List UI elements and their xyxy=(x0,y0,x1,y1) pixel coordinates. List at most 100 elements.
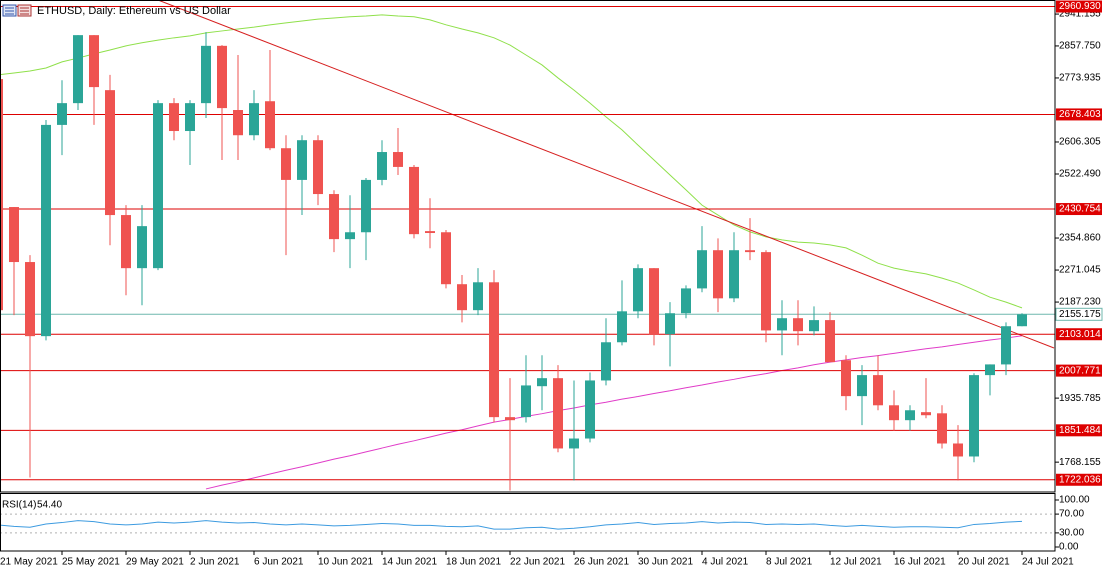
candle-body xyxy=(1001,326,1011,365)
candle-body xyxy=(9,207,19,263)
rsi-y-tick-label: 100.00 xyxy=(1059,495,1090,506)
moving-average xyxy=(205,335,1023,490)
x-tick-label: 18 Jun 2021 xyxy=(446,557,501,568)
candle-body xyxy=(0,79,3,311)
x-tick-label: 8 Jul 2021 xyxy=(766,557,813,568)
candle-body xyxy=(857,375,867,397)
x-tick-label: 25 May 2021 xyxy=(62,557,120,568)
rsi-title: RSI(14) xyxy=(2,500,36,511)
candle-body xyxy=(889,405,899,421)
rsi-y-tick-label: 0.00 xyxy=(1059,542,1079,553)
candle-body xyxy=(393,152,403,167)
level-label-box xyxy=(1056,328,1102,341)
candle-body xyxy=(745,250,755,253)
candle-body xyxy=(569,438,579,449)
candle-body xyxy=(489,282,499,418)
y-tick-label: 2522.490 xyxy=(1059,169,1101,180)
y-tick-label: 2187.230 xyxy=(1059,297,1101,308)
y-tick-label: 2271.045 xyxy=(1059,265,1101,276)
y-tick-label: 2354.860 xyxy=(1059,233,1101,244)
candle-body xyxy=(809,320,819,332)
candle-body xyxy=(937,413,947,444)
candle-body xyxy=(57,103,67,125)
candle-body xyxy=(873,375,883,406)
trendline xyxy=(157,0,1055,349)
x-tick-label: 24 Jul 2021 xyxy=(1022,557,1074,568)
level-label-box xyxy=(1056,0,1102,13)
candle-body xyxy=(441,232,451,285)
candle-body xyxy=(585,380,595,439)
level-label: 2103.014 xyxy=(1059,329,1101,340)
candle-body xyxy=(41,124,51,337)
level-label-box xyxy=(1056,424,1102,437)
candle-body xyxy=(265,101,275,149)
level-label-box xyxy=(1056,364,1102,377)
level-label: 1722.036 xyxy=(1059,474,1101,485)
level-label: 2678.403 xyxy=(1059,109,1101,120)
candle-body xyxy=(457,284,467,311)
candle-body xyxy=(841,360,851,397)
x-tick-label: 6 Jun 2021 xyxy=(254,557,304,568)
candle-body xyxy=(345,232,355,240)
y-tick-label: 2606.305 xyxy=(1059,137,1101,148)
candle-body xyxy=(921,412,931,416)
candle-body xyxy=(409,166,419,235)
level-label: 2007.771 xyxy=(1059,365,1101,376)
candle-body xyxy=(377,152,387,180)
candle-body xyxy=(201,45,211,104)
candle-body xyxy=(137,226,147,269)
candle-body xyxy=(825,320,835,363)
candle-body xyxy=(633,268,643,312)
y-tick-label: 2941.155 xyxy=(1059,9,1101,20)
candle-body xyxy=(553,378,563,449)
rsi-y-tick-label: 30.00 xyxy=(1059,528,1084,539)
x-tick-label: 21 May 2021 xyxy=(0,557,58,568)
candle-body xyxy=(985,364,995,376)
candle-body xyxy=(969,375,979,457)
candle-body xyxy=(681,288,691,314)
candle-body xyxy=(697,250,707,289)
candle-body xyxy=(953,443,963,457)
candle-body xyxy=(73,35,83,104)
candle-body xyxy=(121,215,131,269)
x-tick-label: 20 Jul 2021 xyxy=(958,557,1010,568)
x-tick-label: 2 Jun 2021 xyxy=(190,557,240,568)
x-tick-label: 26 Jun 2021 xyxy=(574,557,629,568)
y-tick-label: 1768.155 xyxy=(1059,457,1101,468)
level-label: 2960.930 xyxy=(1059,1,1101,12)
rsi-area xyxy=(0,513,1055,534)
level-label: 2430.754 xyxy=(1059,204,1101,215)
last-price-box xyxy=(1055,307,1103,321)
candle-body xyxy=(729,250,739,299)
rsi-current-value: 54.40 xyxy=(37,500,62,511)
x-tick-label: 22 Jun 2021 xyxy=(510,557,565,568)
candle-body xyxy=(777,318,787,331)
candle-body xyxy=(601,342,611,381)
candle-body xyxy=(153,103,163,269)
candle-body xyxy=(665,313,675,335)
candle-body xyxy=(25,262,35,337)
candle-body xyxy=(297,140,307,180)
candle-body xyxy=(281,148,291,180)
level-label-box xyxy=(1056,203,1102,216)
candle-body xyxy=(425,231,435,234)
y-tick-label: 2773.935 xyxy=(1059,73,1101,84)
level-label: 1851.484 xyxy=(1059,425,1101,436)
x-tick-label: 10 Jun 2021 xyxy=(318,557,373,568)
symbol-icon xyxy=(2,4,32,17)
x-tick-label: 12 Jul 2021 xyxy=(830,557,882,568)
candle-body xyxy=(793,318,803,332)
candle-body xyxy=(649,268,659,335)
candle-body xyxy=(249,103,259,136)
candle-body xyxy=(617,311,627,343)
candle-body xyxy=(105,90,115,216)
x-tick-label: 16 Jul 2021 xyxy=(894,557,946,568)
candle-body xyxy=(905,410,915,421)
plot-area xyxy=(0,0,1055,491)
candle-body xyxy=(329,194,339,240)
chart-title: ETHUSD, Daily: Ethereum vs US Dollar xyxy=(37,5,231,17)
